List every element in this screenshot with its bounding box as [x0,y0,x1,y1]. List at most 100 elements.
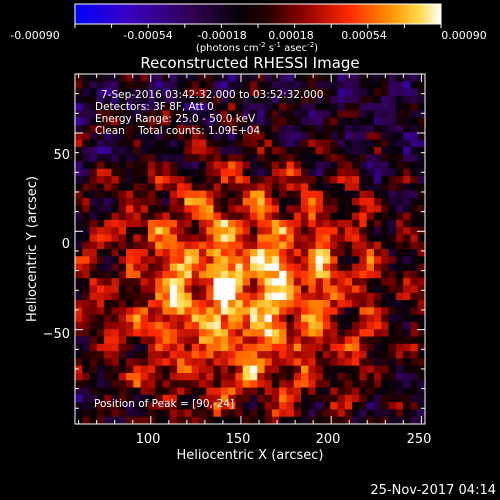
heatmap-cell [330,372,338,381]
heatmap-cell [118,256,127,264]
heatmap-cell [220,372,229,381]
heatmap-cell [410,321,419,330]
heatmap-cell [228,314,236,323]
heatmap-cell [330,81,338,89]
heatmap-cell [410,343,419,352]
heatmap-cell [89,117,98,126]
heatmap-cell [403,365,411,374]
heatmap-cell [155,139,163,148]
heatmap-cell [191,81,200,89]
heatmap-cell [337,321,346,330]
heatmap-cell [206,278,214,286]
heatmap-cell [89,139,98,148]
heatmap-cell [322,197,331,206]
heatmap-cell [417,285,425,294]
heatmap-cell [162,183,171,192]
heatmap-cell [140,117,149,126]
heatmap-cell [417,263,425,272]
heatmap-cell [315,183,324,192]
heatmap-cell [104,110,112,119]
heatmap-cell [191,205,200,213]
heatmap-cell [417,380,425,388]
heatmap-cell [271,219,280,228]
heatmap-cell [337,336,346,345]
heatmap-cell [96,139,105,148]
heatmap-cell [82,402,90,410]
heatmap-cell [271,183,280,192]
heatmap-cell [322,409,331,418]
heatmap-cell [191,329,200,337]
heatmap-cell [89,227,98,235]
heatmap-cell [155,263,163,272]
heatmap-cell [82,292,90,301]
heatmap-cell [242,117,251,126]
heatmap-cell [403,190,411,199]
heatmap-cell [264,321,273,330]
heatmap-cell [344,197,353,206]
heatmap-cell [286,183,295,192]
heatmap-cell [337,103,346,111]
heatmap-cell [250,387,258,396]
heatmap-cell [395,416,404,424]
heatmap-cell [206,132,214,141]
heatmap-cell [206,270,214,279]
heatmap-cell [118,103,127,111]
heatmap-cell [250,409,258,418]
heatmap-cell [381,372,389,381]
heatmap-cell [155,314,163,323]
heatmap-cell [381,205,389,213]
heatmap-cell [403,117,411,126]
heatmap-cell [395,139,404,148]
y-tick-label: −50 [43,327,70,342]
heatmap-cell [126,314,134,323]
heatmap-cell [82,365,90,374]
heatmap-cell [220,110,229,119]
heatmap-cell [75,336,83,345]
heatmap-cell [162,387,171,396]
heatmap-cell [228,241,236,250]
heatmap-cell [286,402,295,410]
heatmap-cell [322,132,331,141]
heatmap-cell [352,351,360,359]
heatmap-cell [330,88,338,97]
heatmap-cell [315,402,324,410]
heatmap-cell [359,300,368,308]
heatmap-cell [89,249,98,257]
heatmap-cell [322,292,331,301]
heatmap-cell [257,95,265,104]
heatmap-cell [250,154,258,162]
heatmap-cell [220,168,229,177]
heatmap-cell [373,263,382,272]
heatmap-cell [250,168,258,177]
heatmap-cell [271,343,280,352]
heatmap-cell [140,132,149,141]
heatmap-cell [133,365,142,374]
heatmap-cell [301,132,309,141]
heatmap-cell [293,321,302,330]
heatmap-cell [381,197,389,206]
heatmap-cell [126,402,134,410]
heatmap-cell [213,409,222,418]
heatmap-cell [308,329,317,337]
heatmap-cell [89,263,98,272]
heatmap-cell [235,219,244,228]
heatmap-cell [271,74,280,82]
heatmap-cell [322,270,331,279]
heatmap-cell [82,227,90,235]
heatmap-cell [89,336,98,345]
heatmap-cell [264,351,273,359]
heatmap-cell [271,402,280,410]
heatmap-cell [118,249,127,257]
heatmap-cell [169,139,178,148]
heatmap-cell [220,416,229,424]
heatmap-cell [403,358,411,367]
heatmap-cell [257,416,265,424]
heatmap-cell [242,190,251,199]
heatmap-cell [118,387,127,396]
heatmap-cell [75,365,83,374]
heatmap-cell [286,103,295,111]
heatmap-cell [198,139,207,148]
heatmap-cell [344,358,353,367]
heatmap-cell [250,176,258,184]
heatmap-cell [293,103,302,111]
